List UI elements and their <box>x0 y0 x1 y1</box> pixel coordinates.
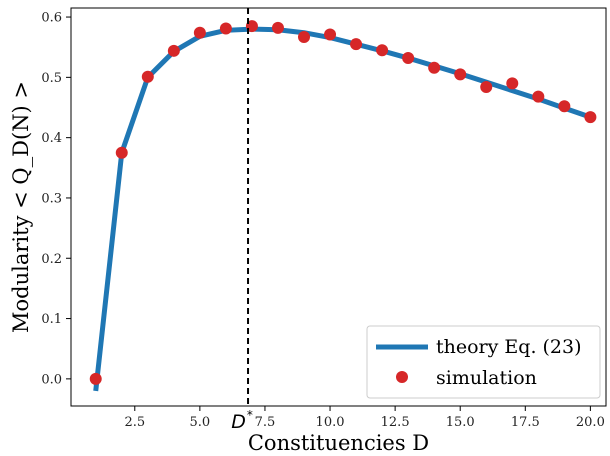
legend-simulation-swatch <box>396 371 408 383</box>
y-axis-title: Modularity < Q_D(N) > <box>9 81 33 333</box>
simulation-point <box>194 27 206 39</box>
y-tick-label: 0.5 <box>41 71 62 86</box>
simulation-point <box>298 31 310 43</box>
y-tick-label: 0.0 <box>41 372 62 387</box>
simulation-point <box>350 38 362 50</box>
x-tick-label: 2.5 <box>124 415 145 430</box>
simulation-point <box>454 68 466 80</box>
simulation-point <box>558 100 570 112</box>
simulation-point <box>376 44 388 56</box>
simulation-point <box>480 81 492 93</box>
vline-layer: D* <box>231 8 253 433</box>
simulation-point <box>142 71 154 83</box>
x-tick-label: 12.5 <box>381 415 410 430</box>
y-tick-label: 0.4 <box>41 131 62 146</box>
y-tick-label: 0.6 <box>41 11 62 26</box>
legend-theory-label: theory Eq. (23) <box>436 336 582 358</box>
simulation-point <box>116 147 128 159</box>
y-tick-label: 0.1 <box>41 312 62 327</box>
y-tick-label: 0.2 <box>41 252 62 267</box>
x-tick-label: 15.0 <box>446 415 475 430</box>
simulation-point <box>428 62 440 74</box>
x-tick-label: 17.5 <box>511 415 540 430</box>
x-axis-title: Constituencies D <box>248 431 429 455</box>
simulation-point <box>90 373 102 385</box>
y-tick-label: 0.3 <box>41 191 62 206</box>
optimum-label: D* <box>231 408 253 433</box>
simulation-point <box>324 29 336 41</box>
legend-simulation-label: simulation <box>436 367 537 389</box>
x-tick-label: 10.0 <box>316 415 345 430</box>
simulation-point <box>272 22 284 34</box>
x-tick-label: 20.0 <box>576 415 605 430</box>
optimum-label-sup: * <box>247 408 253 422</box>
simulation-point <box>532 91 544 103</box>
simulation-point <box>220 23 232 35</box>
simulation-point <box>584 111 596 123</box>
simulation-point <box>506 77 518 89</box>
simulation-point <box>168 45 180 57</box>
x-tick-label: 7.5 <box>255 415 276 430</box>
x-tick-label: 5.0 <box>190 415 211 430</box>
simulation-point <box>402 52 414 64</box>
legend: theory Eq. (23) simulation <box>367 326 600 398</box>
